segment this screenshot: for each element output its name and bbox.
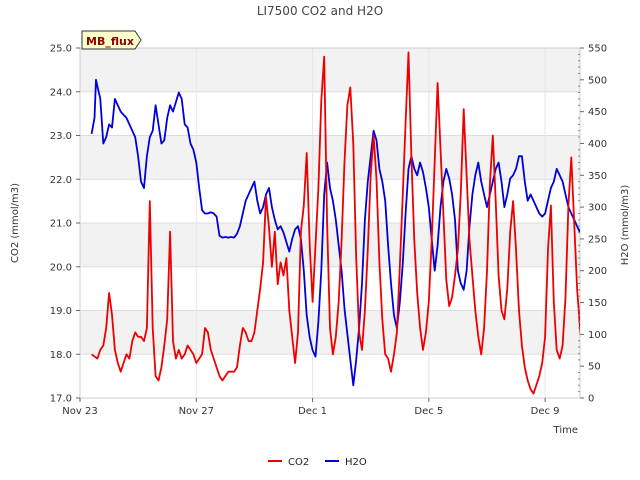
right-tick-label: 550	[588, 44, 607, 55]
mb-flux-badge: MB_flux	[81, 30, 142, 50]
x-axis: Nov 23 Nov 27 Dec 1 Dec 5 Dec 9	[62, 398, 560, 417]
right-tick-label: 450	[588, 107, 607, 118]
left-tick-label: 22.0	[50, 175, 72, 186]
right-tick-label: 500	[588, 75, 607, 86]
right-tick-label: 250	[588, 234, 607, 245]
right-tick-label: 400	[588, 139, 607, 150]
left-y-axis: 17.0 18.0 19.0 20.0 21.0 22.0 23.0 24.0 25.0	[50, 44, 80, 405]
left-tick-label: 23.0	[50, 131, 72, 142]
legend: CO2 H2O	[268, 457, 367, 468]
x-tick-label: Nov 23	[62, 406, 97, 417]
right-tick-label: 0	[588, 394, 594, 405]
legend-label-h2o: H2O	[345, 457, 367, 468]
y-axis-right-title: H2O (mmol/m3)	[620, 185, 631, 266]
background-band	[80, 48, 580, 92]
series-layer	[90, 51, 580, 395]
right-tick-label: 50	[588, 362, 601, 373]
x-tick-label: Nov 27	[179, 406, 214, 417]
y-axis-left-title: CO2 (mmol/m3)	[10, 183, 21, 263]
right-tick-label: 200	[588, 266, 607, 277]
chart-title: LI7500 CO2 and H2O	[257, 4, 383, 18]
series-line-h2o	[90, 78, 580, 387]
badge-label: MB_flux	[86, 35, 134, 48]
left-tick-label: 18.0	[50, 350, 72, 361]
background-band	[80, 223, 580, 267]
left-tick-label: 25.0	[50, 44, 72, 55]
x-axis-title: Time	[553, 425, 578, 436]
x-tick-label: Dec 9	[531, 406, 560, 417]
left-tick-label: 21.0	[50, 219, 72, 230]
left-tick-label: 20.0	[50, 262, 72, 273]
right-tick-label: 350	[588, 171, 607, 182]
right-y-axis: 0 50 100 150 200 250 300 350 400 450 500 550	[578, 44, 607, 405]
legend-label-co2: CO2	[288, 457, 309, 468]
left-tick-label: 17.0	[50, 394, 72, 405]
left-tick-label: 19.0	[50, 306, 72, 317]
background-band	[80, 135, 580, 180]
right-tick-label: 100	[588, 330, 607, 341]
series-line-co2	[91, 51, 580, 395]
left-tick-label: 24.0	[50, 87, 72, 98]
x-tick-label: Dec 1	[298, 406, 327, 417]
right-tick-label: 300	[588, 203, 607, 214]
right-tick-label: 150	[588, 298, 607, 309]
x-tick-label: Dec 5	[414, 406, 443, 417]
